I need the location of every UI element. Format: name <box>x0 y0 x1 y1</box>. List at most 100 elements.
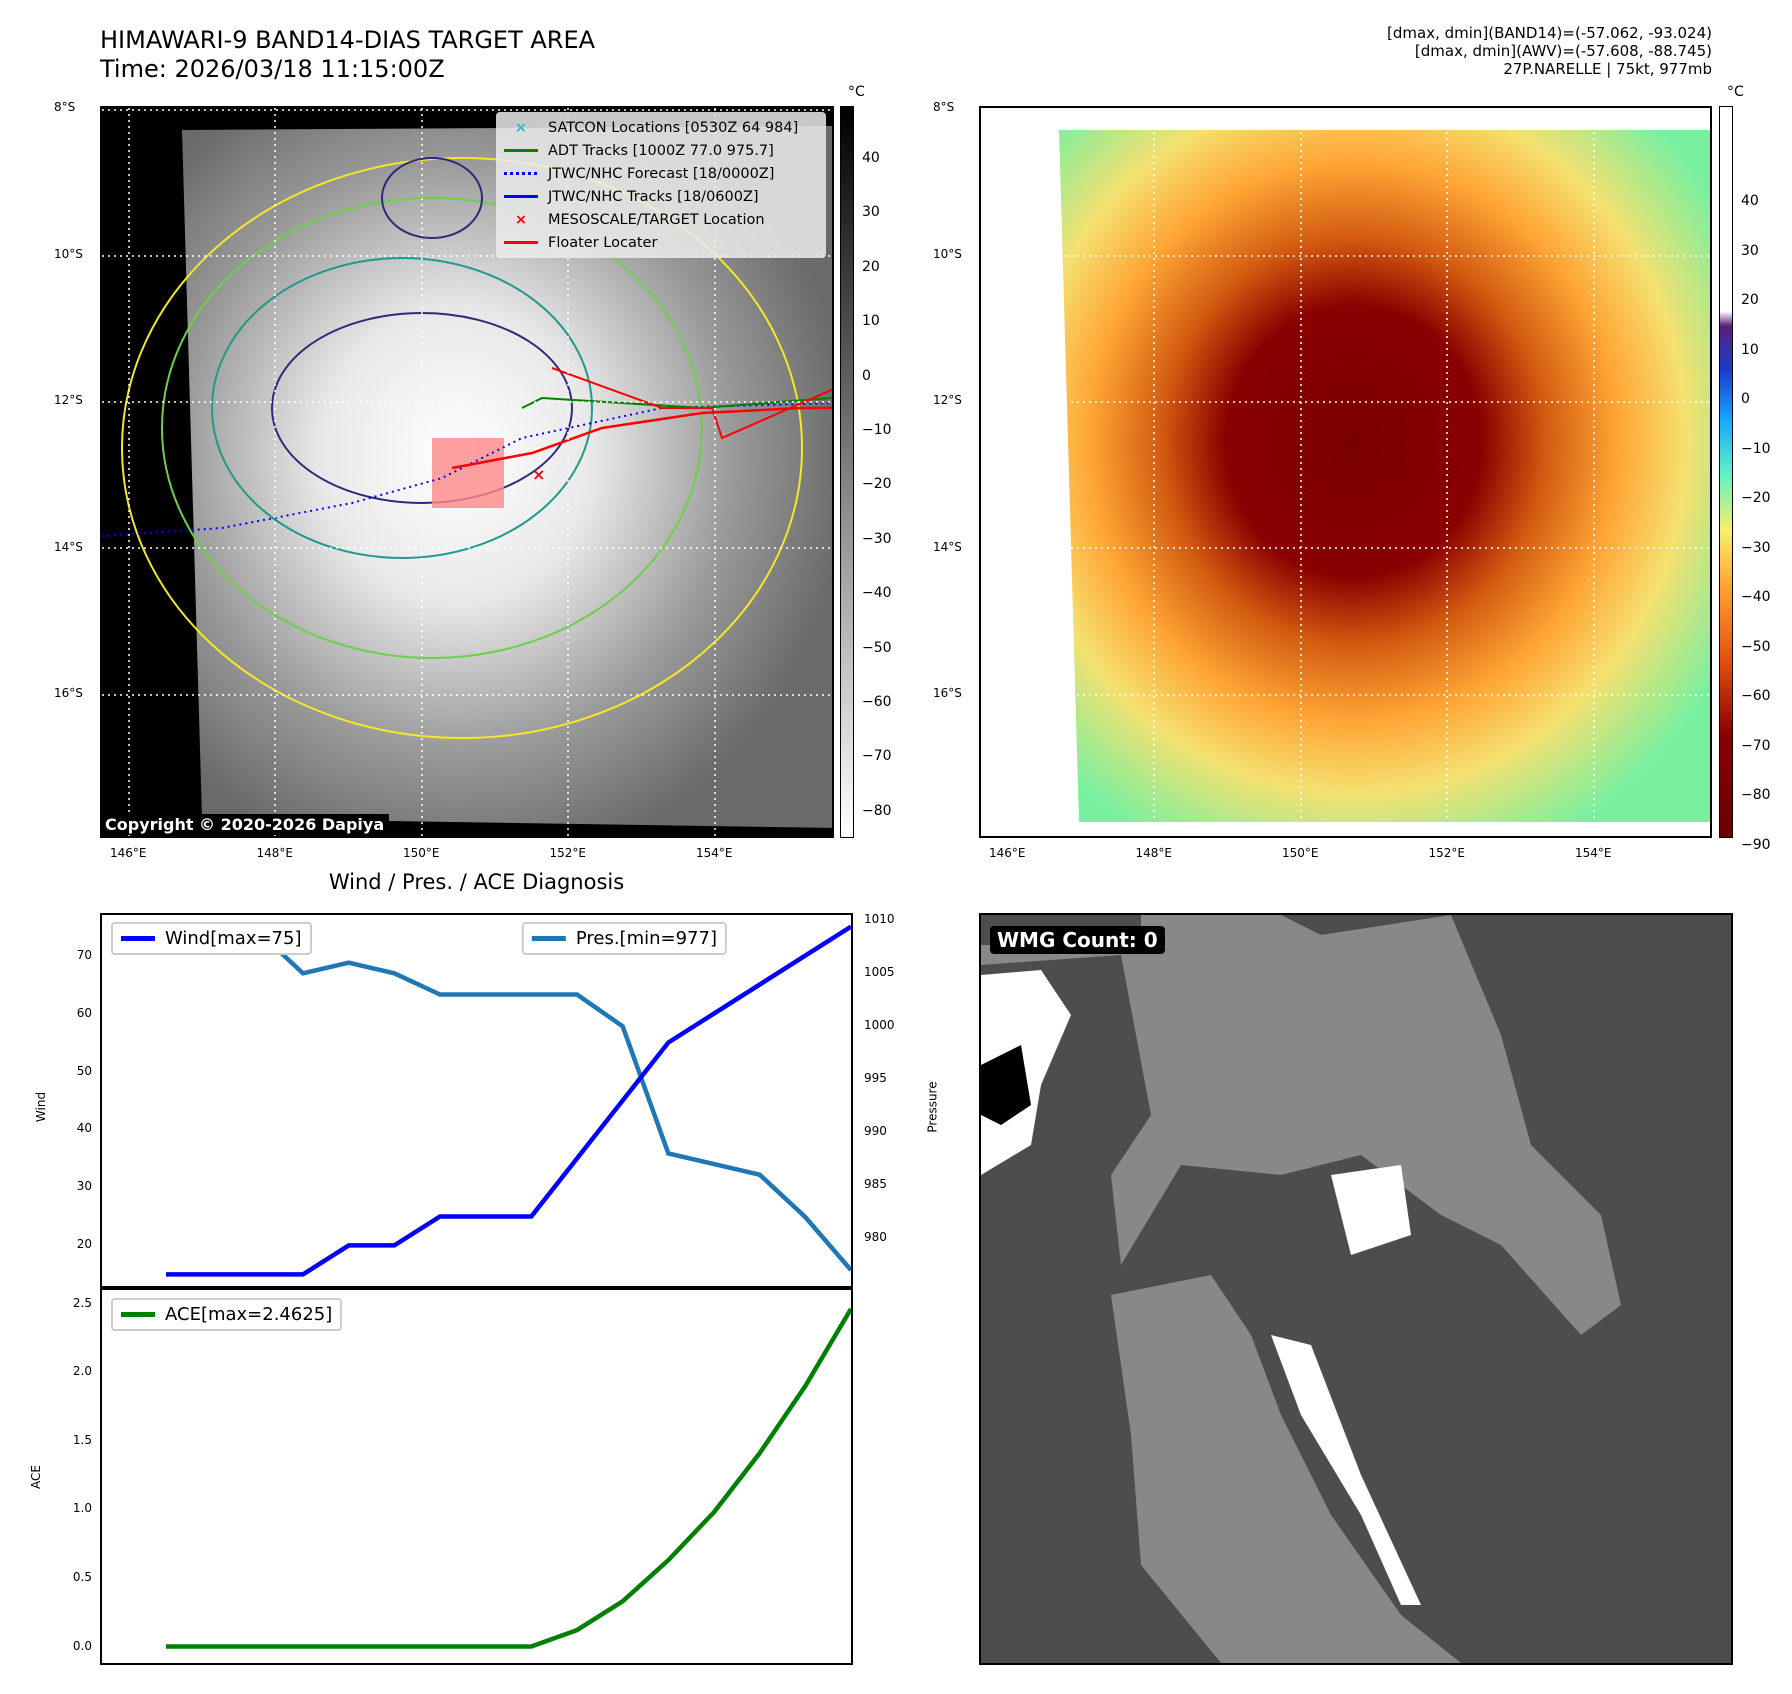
lat-tick: 12°S <box>933 393 962 407</box>
ace-tick: 0.0 <box>72 1638 92 1653</box>
ace-tick: 2.5 <box>72 1295 92 1310</box>
awv-map-image <box>981 108 1710 836</box>
awv-range: [dmax, dmin](AWV)=(-57.608, -88.745) <box>1414 42 1712 60</box>
colorbar-tick: −40 <box>1741 589 1771 605</box>
colorbar-tick: 30 <box>1741 242 1759 259</box>
legend-swatch <box>504 172 538 175</box>
legend-item: Floater Locater <box>504 231 818 254</box>
ace-tick: 2.0 <box>72 1364 92 1379</box>
lon-tick: 154°E <box>1575 846 1612 860</box>
lat-tick: 12°S <box>54 393 83 407</box>
pressure-tick: 985 <box>864 1177 887 1192</box>
title-line: HIMAWARI-9 BAND14-DIAS TARGET AREA <box>100 26 596 54</box>
ace-legend: ACE[max=2.4625] <box>111 1298 343 1331</box>
legend-label: MESOSCALE/TARGET Location <box>548 211 765 228</box>
pressure-tick: 995 <box>864 1071 887 1086</box>
legend-label: JTWC/NHC Forecast [18/0000Z] <box>548 165 775 182</box>
legend-swatch <box>504 195 538 198</box>
pressure-tick: 990 <box>864 1124 887 1139</box>
colorbar-band14 <box>840 106 854 838</box>
legend-item: JTWC/NHC Forecast [18/0000Z] <box>504 162 818 185</box>
colorbar-tick: 40 <box>1741 193 1759 209</box>
legend-item: × MESOSCALE/TARGET Location <box>504 208 818 231</box>
colorbar-tick: −40 <box>862 585 892 602</box>
colorbar-tick: −30 <box>862 530 892 547</box>
colorbar-tick: 20 <box>1741 292 1759 308</box>
legend-swatch <box>504 149 538 152</box>
wind-tick: 70 <box>76 947 92 962</box>
legend-label: JTWC/NHC Tracks [18/0600Z] <box>548 188 759 205</box>
colorbar-tick: 30 <box>862 204 880 221</box>
wind-tick: 40 <box>76 1121 92 1136</box>
colorbar-tick: −10 <box>862 422 892 438</box>
wmg-count-badge: WMG Count: 0 <box>990 926 1165 954</box>
colorbar-tick: −30 <box>1741 539 1771 556</box>
wind-pressure-chart <box>100 913 853 1288</box>
svg-text:×: × <box>532 465 545 484</box>
lon-tick: 152°E <box>549 846 587 860</box>
lat-tick: 10°S <box>54 246 83 261</box>
colorbar-tick: −70 <box>1741 737 1771 754</box>
wmg-image <box>981 915 1621 1663</box>
colorbar-tick: 10 <box>862 313 880 330</box>
colorbar-unit: °C <box>848 84 865 100</box>
band14-range: [dmax, dmin](BAND14)=(-57.062, -93.024) <box>1387 24 1712 42</box>
lat-tick: 8°S <box>54 100 76 114</box>
colorbar-tick: −50 <box>1741 638 1771 655</box>
colorbar-tick: 0 <box>862 367 871 384</box>
ace-tick: 0.5 <box>72 1569 92 1584</box>
pressure-legend-label: Pres.[min=977] <box>575 928 717 949</box>
pressure-tick: 1000 <box>864 1018 895 1033</box>
pressure-tick: 1010 <box>864 912 895 927</box>
pressure-tick: 980 <box>864 1230 887 1245</box>
wind-tick: 60 <box>76 1005 92 1020</box>
ace-tick: 1.0 <box>72 1501 92 1516</box>
lon-tick: 148°E <box>256 846 294 860</box>
lat-tick: 10°S <box>933 246 962 261</box>
lon-tick: 148°E <box>1135 846 1173 860</box>
lon-tick: 150°E <box>403 846 440 860</box>
pressure-legend: Pres.[min=977] <box>521 922 727 955</box>
colorbar-tick: −60 <box>1741 688 1771 704</box>
wind-tick: 30 <box>76 1179 92 1194</box>
colorbar-tick: −80 <box>1741 787 1771 803</box>
lon-tick: 146°E <box>989 846 1026 860</box>
lon-tick: 146°E <box>110 846 147 860</box>
chart-title: Wind / Pres. / ACE Diagnosis <box>328 870 625 894</box>
ace-tick: 1.5 <box>72 1432 92 1447</box>
lon-tick: 152°E <box>1428 846 1466 860</box>
lon-tick: 150°E <box>1282 846 1319 860</box>
wmg-panel <box>979 913 1733 1665</box>
legend-swatch: × <box>514 211 528 228</box>
colorbar-tick: −60 <box>862 694 892 710</box>
ace-axis-label: ACE <box>28 1465 43 1489</box>
ace-series-line <box>166 1307 851 1649</box>
map-legend: × SATCON Locations [0530Z 64 984] ADT Trac… <box>496 112 826 258</box>
colorbar-tick: −70 <box>862 748 892 765</box>
pressure-axis-label: Pressure <box>925 1081 940 1133</box>
colorbar-unit-2: °C <box>1727 84 1744 100</box>
legend-label: ADT Tracks [1000Z 77.0 975.7] <box>548 142 774 159</box>
wind-legend: Wind[max=75] <box>111 922 312 955</box>
colorbar-tick: 40 <box>862 150 880 166</box>
pressure-tick: 1005 <box>864 965 895 980</box>
colorbar-tick: −80 <box>862 802 892 819</box>
legend-item: × SATCON Locations [0530Z 64 984] <box>504 116 818 139</box>
ace-chart <box>100 1288 853 1665</box>
ace-legend-label: ACE[max=2.4625] <box>165 1304 333 1325</box>
legend-label: SATCON Locations [0530Z 64 984] <box>548 119 799 136</box>
legend-item: ADT Tracks [1000Z 77.0 975.7] <box>504 139 818 162</box>
colorbar-tick: −90 <box>1741 836 1771 853</box>
colorbar-awv <box>1719 106 1733 838</box>
colorbar-tick: −10 <box>1741 440 1771 457</box>
lat-tick: 16°S <box>54 686 83 700</box>
colorbar-tick: −20 <box>862 476 892 493</box>
storm-info: 27P.NARELLE | 75kt, 977mb <box>1503 60 1712 78</box>
wind-tick: 50 <box>76 1063 92 1078</box>
awv-map-panel <box>979 106 1712 838</box>
wind-axis-label: Wind <box>34 1091 49 1123</box>
legend-swatch <box>504 241 538 244</box>
copyright-label: Copyright © 2020-2026 Dapiya <box>100 814 390 835</box>
colorbar-tick: −50 <box>862 639 892 656</box>
time-line: Time: 2026/03/18 11:15:00Z <box>100 55 445 83</box>
